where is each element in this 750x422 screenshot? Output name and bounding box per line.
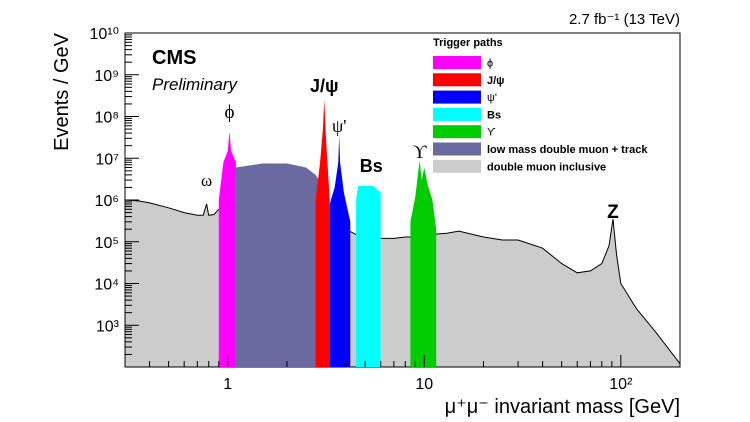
legend-label: J/ψ xyxy=(487,75,504,87)
legend-label: double muon inclusive xyxy=(487,161,606,173)
y-tick-label: 10⁶ xyxy=(95,193,119,210)
peak-annotations: ω ϕ J/ψ ψ' Bs ϒ Z xyxy=(201,76,619,223)
y-tick-label: 10⁴ xyxy=(94,277,119,294)
series-area-4 xyxy=(329,135,351,367)
axis-layer: 1 10 10² 10³ 10⁴ 10⁵ 10⁶ 10⁷ 10⁸ 10⁹ 10¹⁰ xyxy=(89,26,681,393)
y-tick-label: 10⁵ xyxy=(95,235,119,252)
legend-swatch xyxy=(433,159,481,173)
legend-label: low mass double muon + track xyxy=(487,144,648,156)
x-tick-label: 10² xyxy=(609,376,633,393)
y-tick-label: 10⁹ xyxy=(94,68,119,85)
series-area-5 xyxy=(356,185,381,367)
peak-label: Z xyxy=(607,202,619,223)
status-label: Preliminary xyxy=(152,75,239,94)
x-tick-label: 10 xyxy=(415,376,433,393)
legend-swatch xyxy=(433,90,481,104)
y-tick-label: 10³ xyxy=(96,318,120,335)
peak-label: Bs xyxy=(360,156,383,176)
legend-swatch xyxy=(433,142,481,156)
x-axis-title: μ⁺μ⁻ invariant mass [GeV] xyxy=(445,396,680,418)
legend-label: ϕ xyxy=(487,58,493,70)
legend-label: Bs xyxy=(487,109,501,121)
peak-label: ϕ xyxy=(224,102,234,123)
series-area-6 xyxy=(410,160,437,367)
series-area-1 xyxy=(235,163,322,367)
legend-swatch xyxy=(433,107,481,121)
y-tick-label: 10⁸ xyxy=(94,110,119,127)
series-area-3 xyxy=(315,99,330,368)
legend-title: Trigger paths xyxy=(433,37,503,49)
series-area-2 xyxy=(218,131,236,367)
x-tick-label: 1 xyxy=(223,376,232,393)
legend-label: ϒ xyxy=(487,127,496,139)
peak-label: J/ψ xyxy=(310,76,339,96)
peak-label: ψ' xyxy=(332,116,347,136)
series-layer xyxy=(124,99,681,368)
legend-label: ψ' xyxy=(487,92,497,104)
peak-label: ϒ xyxy=(413,142,427,163)
y-tick-label: 10¹⁰ xyxy=(89,26,119,43)
peak-label: ω xyxy=(201,171,212,190)
lumi-label: 2.7 fb⁻¹ (13 TeV) xyxy=(569,11,680,28)
y-tick-label: 10⁷ xyxy=(95,151,119,168)
legend-swatch xyxy=(433,125,481,139)
legend-swatch xyxy=(433,56,481,69)
y-axis-title: Events / GeV xyxy=(51,32,73,150)
legend-swatch xyxy=(433,73,481,87)
experiment-label: CMS xyxy=(152,47,196,69)
